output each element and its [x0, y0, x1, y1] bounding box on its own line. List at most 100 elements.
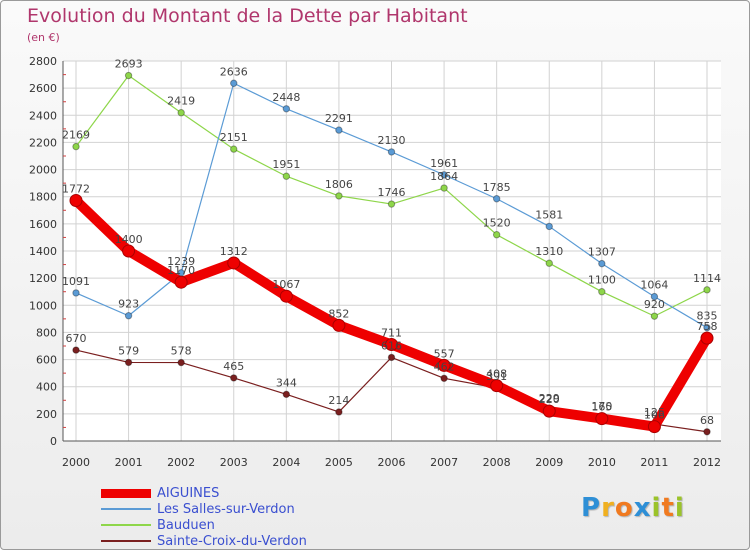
y-tick-label: 0	[50, 435, 57, 448]
data-label: 391	[486, 370, 507, 383]
data-label: 408	[486, 368, 507, 381]
data-point	[72, 346, 80, 354]
x-tick-label: 2006	[378, 456, 406, 469]
x-tick-label: 2012	[693, 456, 721, 469]
y-tick-label: 2400	[29, 109, 57, 122]
y-tick-label: 1800	[29, 191, 57, 204]
x-tick-label: 2000	[62, 456, 90, 469]
data-label: 2151	[220, 131, 248, 144]
data-label: 835	[697, 310, 718, 323]
data-point	[282, 105, 291, 113]
legend-swatch	[101, 524, 151, 526]
data-label: 1806	[325, 178, 353, 191]
data-label: 852	[328, 307, 349, 320]
data-label: 1067	[272, 278, 300, 291]
data-label: 68	[700, 414, 714, 427]
data-point	[387, 148, 396, 156]
data-point	[122, 244, 136, 258]
data-label: 170	[591, 400, 612, 413]
data-point	[335, 408, 343, 416]
data-label: 165	[591, 401, 612, 414]
y-tick-label: 1000	[29, 299, 57, 312]
data-point	[700, 331, 714, 345]
x-tick-label: 2010	[588, 456, 616, 469]
y-tick-label: 800	[36, 326, 57, 339]
legend-swatch	[101, 488, 151, 498]
data-point	[545, 259, 553, 267]
logo-letter: t	[661, 493, 675, 523]
data-label: 2448	[272, 91, 300, 104]
chart-legend: AIGUINES Les Salles-sur-Verdon Bauduen Sain…	[101, 485, 307, 549]
data-point	[440, 374, 448, 382]
logo-letter: r	[601, 493, 615, 523]
data-point	[69, 194, 83, 208]
x-tick-label: 2001	[115, 456, 143, 469]
data-point	[598, 259, 606, 268]
proxiti-logo: Proxiti	[581, 493, 685, 523]
data-label: 1520	[483, 217, 511, 230]
data-label: 106	[644, 409, 665, 422]
data-point	[124, 312, 133, 320]
y-tick-label: 2800	[29, 55, 57, 68]
data-point	[332, 318, 346, 332]
data-point	[440, 184, 448, 192]
data-label: 2693	[115, 58, 143, 71]
data-label: 923	[118, 298, 139, 311]
x-tick-label: 2009	[535, 456, 563, 469]
data-label: 1961	[430, 157, 458, 170]
data-point	[492, 195, 501, 203]
data-label: 920	[644, 298, 665, 311]
data-label: 616	[381, 339, 402, 352]
data-label: 2130	[378, 134, 406, 147]
data-label: 1114	[693, 272, 721, 285]
y-tick-label: 2000	[29, 164, 57, 177]
data-label: 1100	[588, 274, 616, 287]
x-tick-label: 2002	[167, 456, 195, 469]
data-label: 758	[697, 320, 718, 333]
data-label: 1951	[272, 158, 300, 171]
data-label: 1091	[62, 275, 90, 288]
data-point	[335, 126, 343, 134]
legend-item: Les Salles-sur-Verdon	[101, 501, 307, 517]
data-point	[72, 289, 80, 297]
data-label: 344	[276, 376, 297, 389]
data-point	[650, 312, 659, 320]
data-label: 670	[66, 332, 87, 345]
logo-letter: i	[674, 493, 685, 523]
data-label: 1772	[62, 183, 90, 196]
data-point	[647, 420, 661, 434]
data-point	[703, 286, 711, 294]
data-point	[595, 412, 609, 426]
data-point	[230, 79, 238, 87]
logo-letter: i	[651, 493, 662, 523]
y-tick-label: 600	[36, 354, 57, 367]
data-label: 1864	[430, 170, 458, 183]
legend-swatch	[101, 540, 151, 542]
data-point	[598, 288, 606, 296]
data-label: 2636	[220, 65, 248, 78]
data-point	[230, 374, 238, 382]
data-point	[335, 192, 343, 200]
data-label: 2291	[325, 112, 353, 125]
y-tick-label: 400	[36, 381, 57, 394]
data-label: 125	[644, 406, 665, 419]
logo-letter: o	[614, 493, 634, 523]
y-tick-label: 1600	[29, 218, 57, 231]
data-label: 579	[118, 344, 139, 357]
data-point	[385, 338, 398, 352]
data-label: 1310	[535, 245, 563, 258]
data-point	[227, 256, 241, 270]
legend-label: AIGUINES	[157, 485, 220, 501]
y-tick-label: 200	[36, 408, 57, 421]
x-tick-label: 2007	[430, 456, 458, 469]
y-tick-label: 1200	[29, 272, 57, 285]
data-point	[72, 142, 80, 151]
data-point	[279, 289, 293, 303]
data-label: 1746	[378, 186, 406, 199]
data-label: 578	[171, 345, 192, 358]
data-label: 214	[328, 394, 349, 407]
data-label: 1064	[640, 279, 668, 292]
data-point	[437, 358, 451, 372]
data-label: 1312	[220, 245, 248, 258]
